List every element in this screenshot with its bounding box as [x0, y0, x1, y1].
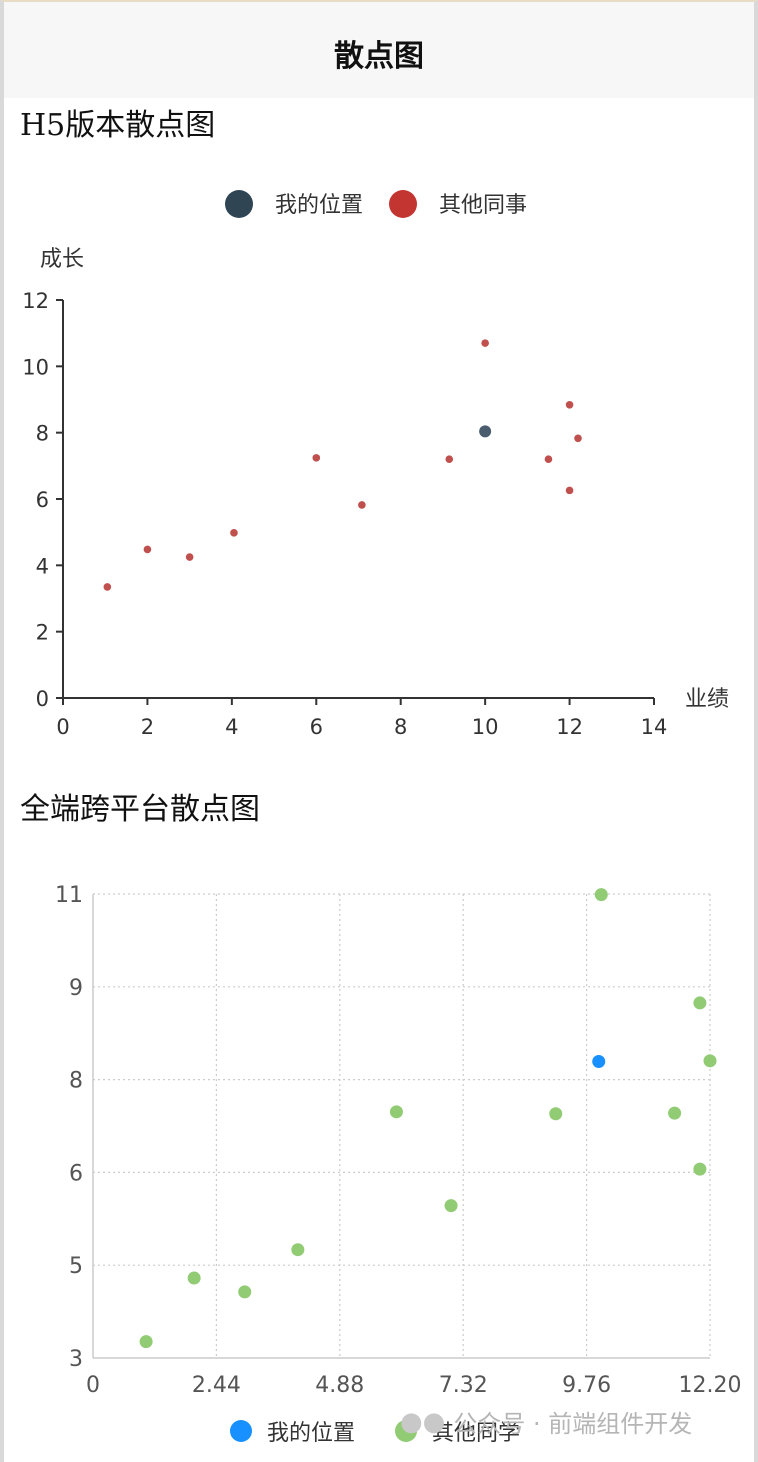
x-tick-label: 8 [394, 715, 407, 739]
y-tick-label: 12 [22, 289, 49, 313]
legend-marker [230, 1420, 252, 1442]
data-point-classmate [187, 1271, 201, 1285]
data-point-colleague [230, 529, 238, 537]
watermark: ●● 公众号 · 前端组件开发 [400, 1404, 692, 1439]
x-tick-label: 7.32 [439, 1373, 488, 1398]
data-point-classmate [594, 888, 608, 902]
y-tick-label: 3 [69, 1347, 83, 1372]
data-point-colleague [565, 486, 574, 495]
data-point-classmate [238, 1285, 252, 1299]
x-axis-title: 业绩 [685, 687, 729, 712]
data-point-classmate [291, 1243, 305, 1257]
legend-label: 我的位置 [267, 1421, 355, 1446]
data-point-colleague [103, 583, 112, 591]
data-point-classmate [549, 1107, 563, 1121]
data-point-my-position [479, 425, 492, 438]
legend-label: 其他同事 [439, 193, 527, 218]
x-tick-label: 2.44 [192, 1373, 241, 1398]
data-point-classmate [693, 996, 707, 1010]
wechat-icon: ●● [400, 1406, 446, 1437]
y-tick-label: 0 [36, 687, 49, 711]
data-point-classmate [668, 1106, 682, 1120]
scatter-chart-cross-platform: 3 5 6 8 9 11 0 2.44 4.88 7.32 9.76 12.20 我的位置 其他同学 [55, 883, 742, 1446]
legend-label: 我的位置 [275, 193, 363, 218]
x-tick-label: 14 [641, 715, 668, 739]
y-tick-label: 5 [69, 1254, 83, 1279]
y-tick-label: 10 [22, 355, 49, 379]
x-tick-label: 4 [225, 715, 238, 739]
y-tick-label: 2 [36, 621, 49, 645]
data-point-colleague [358, 501, 366, 509]
data-point-classmate [703, 1054, 717, 1068]
data-point-colleague [565, 401, 574, 409]
section-title-cross-platform: 全端跨平台散点图 [20, 792, 260, 827]
data-point-classmate [693, 1162, 707, 1176]
x-tick-label: 9.76 [562, 1373, 611, 1398]
y-tick-label: 11 [55, 883, 83, 908]
data-point-colleague [574, 434, 582, 443]
y-tick-label: 8 [36, 422, 49, 446]
x-tick-label: 12 [556, 715, 583, 739]
data-point-classmate [389, 1105, 403, 1119]
page-title: 散点图 [334, 39, 424, 74]
y-tick-label: 4 [36, 554, 49, 578]
data-point-classmate [139, 1335, 153, 1349]
legend-marker [389, 190, 417, 218]
x-tick-label: 2 [141, 715, 154, 739]
data-point-colleague [445, 455, 454, 464]
data-point-colleague [312, 454, 321, 462]
data-point-colleague [185, 553, 194, 561]
y-tick-label: 6 [69, 1161, 83, 1186]
y-tick-label: 9 [69, 976, 83, 1001]
nav-bar: 散点图 [4, 2, 754, 98]
data-point-colleague [143, 545, 152, 554]
data-point-classmate [444, 1199, 458, 1213]
x-tick-label: 4.88 [315, 1373, 364, 1398]
section-title-h5: H5版本散点图 [20, 108, 216, 143]
watermark-text: 公众号 · 前端组件开发 [453, 1410, 693, 1438]
x-tick-label: 10 [472, 715, 499, 739]
legend-label: 其他同学 [432, 1421, 520, 1446]
legend-marker [395, 1420, 417, 1442]
data-point-my-position [592, 1054, 606, 1068]
data-point-colleague [544, 455, 553, 464]
data-point-colleague [481, 339, 489, 347]
y-tick-label: 6 [36, 488, 49, 512]
x-tick-label: 12.20 [679, 1373, 742, 1398]
x-tick-label: 0 [86, 1373, 100, 1398]
legend-marker [225, 190, 253, 218]
x-tick-label: 6 [310, 715, 323, 739]
y-tick-label: 8 [69, 1069, 83, 1094]
y-axis-title: 成长 [40, 247, 84, 272]
x-tick-label: 0 [56, 715, 69, 739]
